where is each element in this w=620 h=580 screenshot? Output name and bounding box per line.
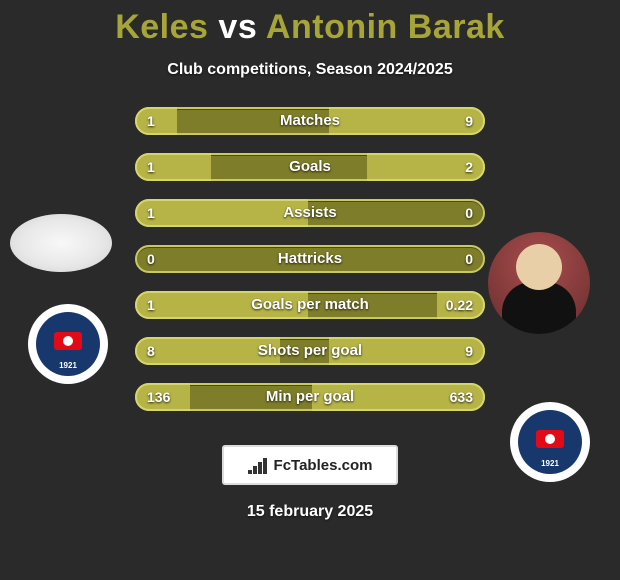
badge-year: 1921 <box>541 459 559 468</box>
stat-row: 10.22Goals per match <box>135 291 485 319</box>
title-player1: Keles <box>115 8 208 46</box>
stat-bars: 19Matches 12Goals 10Assists 00Hattricks 10.2… <box>135 107 485 429</box>
stat-label: Shots per goal <box>137 339 483 363</box>
title-player2: Antonin Barak <box>266 8 505 46</box>
stat-row: 00Hattricks <box>135 245 485 273</box>
comparison-title: Keles vs Antonin Barak <box>0 0 620 47</box>
stat-row: 136633Min per goal <box>135 383 485 411</box>
stat-label: Assists <box>137 201 483 225</box>
player1-photo <box>10 214 112 272</box>
subtitle: Club competitions, Season 2024/2025 <box>0 61 620 79</box>
stat-label: Matches <box>137 109 483 133</box>
footer-brand-text: FcTables.com <box>274 457 373 474</box>
snapshot-date: 15 february 2025 <box>0 503 620 521</box>
bar-chart-icon <box>248 456 268 474</box>
badge-year: 1921 <box>59 361 77 370</box>
stat-label: Goals per match <box>137 293 483 317</box>
fctables-logo[interactable]: FcTables.com <box>222 445 398 485</box>
stat-row: 12Goals <box>135 153 485 181</box>
comparison-stage: 1921 1921 19Matches12Goals10Assists00Hat… <box>0 107 620 427</box>
stat-label: Hattricks <box>137 247 483 271</box>
player2-photo <box>488 232 590 334</box>
stat-row: 10Assists <box>135 199 485 227</box>
title-vs: vs <box>218 8 257 46</box>
stat-row: 89Shots per goal <box>135 337 485 365</box>
player1-club-badge: 1921 <box>28 304 108 384</box>
player2-club-badge: 1921 <box>510 402 590 482</box>
stat-label: Min per goal <box>137 385 483 409</box>
stat-row: 19Matches <box>135 107 485 135</box>
stat-label: Goals <box>137 155 483 179</box>
kasimpasa-badge-icon: 1921 <box>36 312 100 376</box>
kasimpasa-badge-icon: 1921 <box>518 410 582 474</box>
